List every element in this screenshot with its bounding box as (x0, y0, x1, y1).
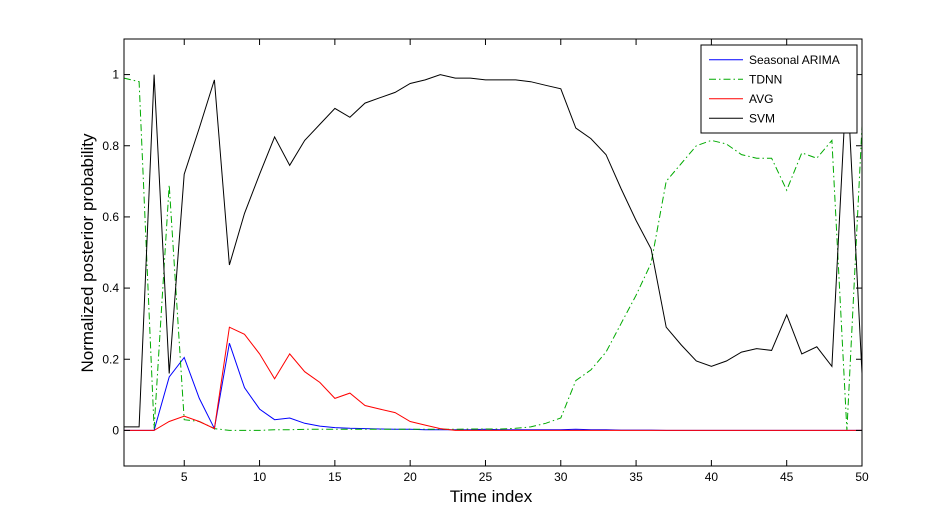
y-tick-label: 0.6 (102, 210, 119, 224)
legend: Seasonal ARIMA TDNN AVG SVM (700, 44, 858, 134)
legend-entry-label: AVG (749, 92, 773, 106)
y-axis-title: Normalized posterior probability (78, 133, 97, 373)
x-tick-label: 10 (253, 470, 267, 484)
series-line-tdnn (123, 77, 863, 431)
axes (123, 38, 863, 467)
x-tick-label: 5 (181, 470, 188, 484)
x-axis-title: Time index (450, 487, 533, 506)
x-tick-label: 15 (328, 470, 342, 484)
axes-box (123, 38, 863, 467)
series-line-svm (124, 74, 863, 428)
x-tick-label: 45 (780, 470, 794, 484)
y-tick-label: 0.4 (102, 281, 119, 295)
x-tick-label: 50 (855, 470, 869, 484)
x-tick-label: 25 (479, 470, 493, 484)
legend-entry-label: TDNN (749, 72, 782, 86)
x-tick-label: 20 (403, 470, 417, 484)
x-tick-label: 40 (705, 470, 719, 484)
y-tick-label: 0.2 (102, 352, 119, 366)
x-tick-label: 30 (554, 470, 568, 484)
y-tick-label: 0.8 (102, 139, 119, 153)
y-tick-label: 1 (112, 68, 119, 82)
series-lines (123, 74, 863, 431)
y-tick-label: 0 (112, 423, 119, 437)
x-tick-label: 35 (629, 470, 643, 484)
legend-entry-label: SVM (749, 111, 775, 125)
legend-entry-label: Seasonal ARIMA (749, 53, 840, 67)
tick-marks-and-labels: 5 10 15 20 25 30 35 40 45 50 0 0.2 0.4 0.6 0.8 1 (102, 39, 869, 484)
series-line-avg (124, 326, 862, 431)
